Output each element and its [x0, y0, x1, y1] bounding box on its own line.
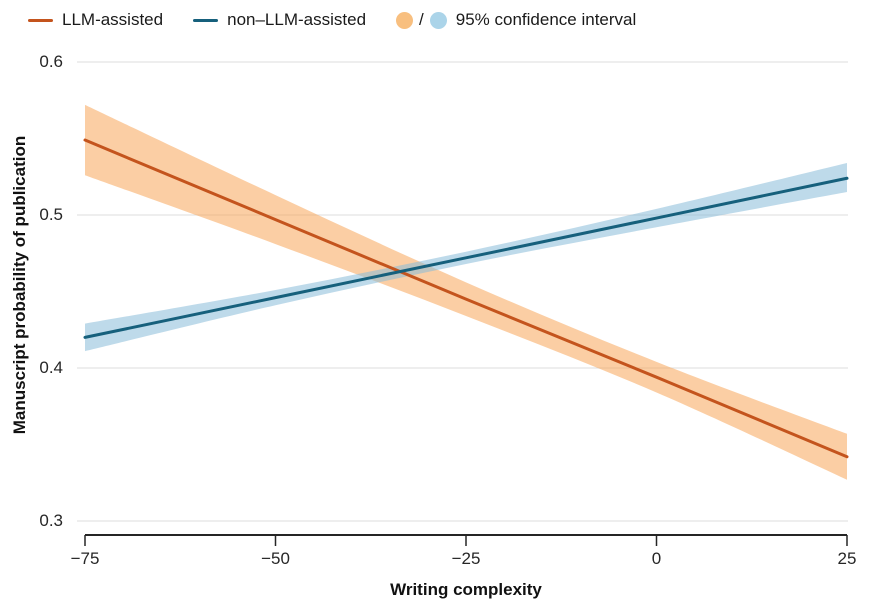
non-llm-line-swatch — [193, 18, 219, 22]
x-tick-label--25: −25 — [451, 549, 481, 568]
y-tick-label-0.3: 0.3 — [39, 511, 63, 530]
x-tick-label-0: 0 — [651, 549, 662, 568]
y-tick-label-0.5: 0.5 — [39, 205, 63, 224]
legend-label-confidence-interval: 95% confidence interval — [455, 10, 637, 29]
legend-item-non-llm-assisted: non–LLM-assisted — [193, 10, 366, 30]
trend-line-series-0 — [83, 138, 849, 459]
llm-line-swatch — [28, 18, 53, 22]
y-tick-label-0.4: 0.4 — [39, 358, 63, 377]
x-tick-label--75: −75 — [70, 549, 100, 568]
legend-item-llm-assisted: LLM-assisted — [28, 10, 163, 30]
trend-line-series-1 — [83, 176, 849, 339]
legend-label-llm-assisted: LLM-assisted — [62, 10, 164, 29]
x-axis-title: Writing complexity — [390, 580, 542, 599]
x-tick-label-25: 25 — [837, 549, 857, 568]
legend-label-non-llm-assisted: non–LLM-assisted — [227, 10, 367, 29]
ci-swatch-separator: / — [419, 10, 424, 29]
y-tick-label-0.6: 0.6 — [39, 52, 63, 71]
x-tick-label--50: −50 — [261, 549, 290, 568]
ci-band-series-0 — [85, 104, 847, 480]
legend-item-confidence-interval: / 95% confidence interval — [396, 10, 636, 30]
legend: LLM-assisted non–LLM-assisted / 95% conf… — [28, 6, 636, 34]
non-llm-ci-dot-swatch — [429, 11, 447, 29]
llm-ci-dot-swatch — [396, 11, 414, 29]
y-axis-title: Manuscript probability of publication — [10, 135, 29, 435]
